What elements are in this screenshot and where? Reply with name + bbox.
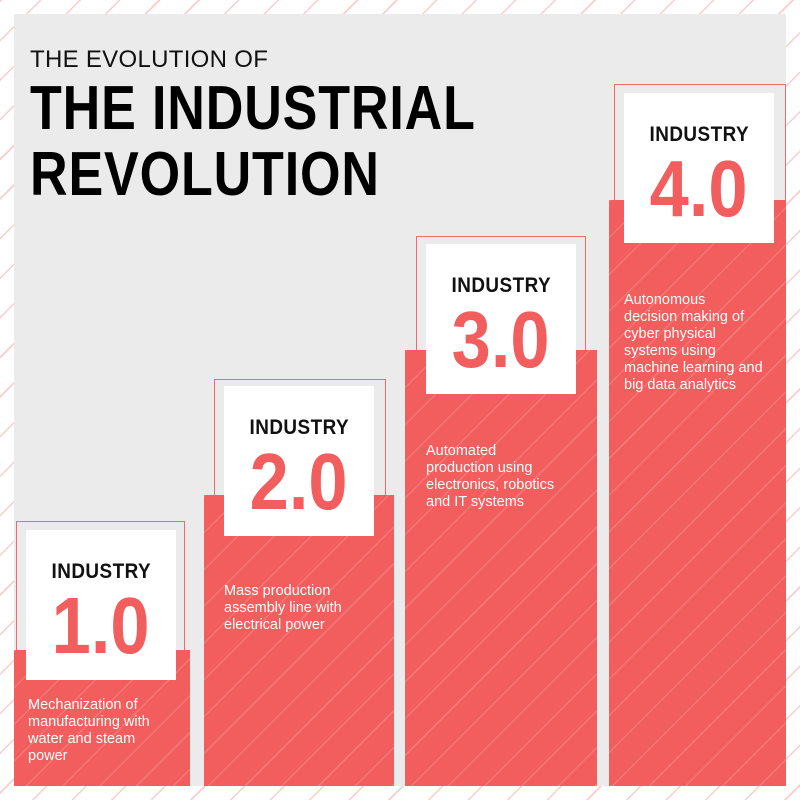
stage-number: 4.0 [650, 144, 748, 233]
description-line: and IT systems [426, 494, 525, 510]
stage-card: INDUSTRY 3.0 [426, 244, 576, 394]
pretitle: THE EVOLUTION OF [30, 46, 269, 73]
stage-bar [405, 350, 597, 786]
description-line: Mass production [224, 583, 331, 599]
stage-number: 2.0 [250, 437, 348, 526]
description-line: Autonomous [624, 292, 706, 308]
stage-bar [609, 200, 786, 786]
stage-label: INDUSTRY [451, 274, 551, 297]
main-title-line-1: THE INDUSTRIAL [30, 74, 476, 143]
stage-number: 1.0 [52, 581, 150, 670]
description-line: production using [426, 460, 533, 476]
main-title-line-2: REVOLUTION [30, 140, 380, 209]
description-line: machine learning and [624, 360, 763, 376]
description-line: big data analytics [624, 377, 737, 393]
description-line: electrical power [224, 617, 325, 633]
stage-number: 3.0 [452, 295, 550, 384]
description-line: Automated [426, 443, 497, 459]
description-line: cyber physical [624, 326, 716, 342]
main-title: THE INDUSTRIAL REVOLUTION [30, 76, 476, 208]
stage-bar [204, 495, 394, 786]
description-line: manufacturing with [28, 714, 150, 730]
stage-description: Automated production using electronics, … [426, 443, 554, 511]
description-line: decision making of [624, 309, 745, 325]
stage-card: INDUSTRY 2.0 [224, 386, 374, 536]
description-line: electronics, robotics [426, 477, 555, 493]
description-line: power [28, 748, 68, 764]
stage-label: INDUSTRY [649, 123, 749, 146]
stage-description: Mechanization of manufacturing with wate… [28, 697, 150, 765]
stage-card: INDUSTRY 1.0 [26, 530, 176, 680]
stage-label: INDUSTRY [249, 416, 349, 439]
stage-description: Autonomous decision making of cyber phys… [624, 292, 763, 394]
stage-description: Mass production assembly line with elect… [224, 583, 342, 634]
description-line: assembly line with [224, 600, 342, 616]
stage-label: INDUSTRY [51, 560, 151, 583]
description-line: water and steam [28, 731, 136, 747]
description-line: systems using [624, 343, 716, 359]
description-line: Mechanization of [28, 697, 138, 713]
stage-card: INDUSTRY 4.0 [624, 93, 774, 243]
